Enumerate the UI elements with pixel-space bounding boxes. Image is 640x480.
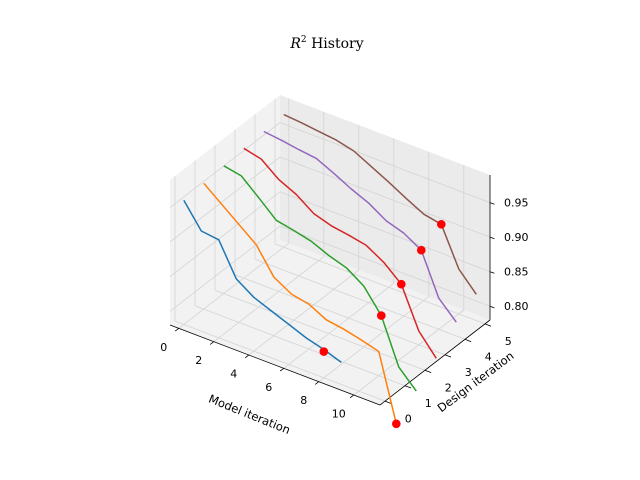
series-line-design-2 <box>223 165 417 392</box>
y-tick-label: 2 <box>445 382 452 395</box>
y-tick-label: 1 <box>425 397 432 410</box>
y-tick-mark <box>424 369 432 373</box>
y-tick-mark <box>444 354 452 358</box>
series-markers <box>319 220 446 429</box>
grid-line-z-left <box>169 156 281 243</box>
grid-line-z-back <box>279 225 491 307</box>
y-axis-line <box>379 319 491 406</box>
series-lines <box>183 113 477 424</box>
series-marker-design-4 <box>416 245 426 255</box>
chart-title-superscript: 2 <box>301 35 307 45</box>
tick-marks <box>174 202 495 404</box>
x-tick-label: 10 <box>332 408 346 421</box>
grid-line-y-floor <box>234 274 446 356</box>
y-tick-label: 3 <box>465 366 472 379</box>
grid-line-x-floor <box>213 256 325 343</box>
x-axis-line <box>169 324 381 406</box>
series-line-design-4 <box>263 130 457 323</box>
y-tick-label: 5 <box>505 335 512 348</box>
grid-line-y-floor <box>174 320 386 402</box>
x-tick-mark <box>279 367 285 372</box>
grid-line-z-back <box>279 122 491 203</box>
grid-line-x-floor <box>248 269 360 356</box>
y-tick-mark <box>484 323 492 327</box>
grid-line-z-left <box>169 191 281 278</box>
series-marker-design-5 <box>436 220 446 229</box>
x-tick-label: 6 <box>265 381 272 394</box>
axis-lines <box>169 175 491 406</box>
y-tick-label: 0 <box>405 413 412 426</box>
z-tick-label: 0.90 <box>504 231 529 244</box>
x-tick-mark <box>314 381 320 385</box>
grid-line-z-back <box>279 156 491 238</box>
y-tick-mark <box>404 385 412 389</box>
y-tick-label: 4 <box>485 351 492 364</box>
grid-line-x-floor <box>178 242 290 329</box>
x-tick-label: 8 <box>300 394 307 407</box>
z-tick-label: 0.80 <box>504 300 529 313</box>
grid-line-y-floor <box>274 243 486 325</box>
series-line-design-5 <box>283 113 477 295</box>
grid-line-y-floor <box>254 258 466 340</box>
grid-line-z-left <box>169 122 281 208</box>
grid-lines <box>169 98 491 402</box>
z-tick-label: 0.85 <box>504 266 529 279</box>
z-tick-label: 0.95 <box>504 197 529 210</box>
grid-line-x-floor <box>318 296 430 383</box>
z-tick-mark <box>489 202 495 205</box>
x-tick-mark <box>349 394 355 399</box>
z-tick-mark <box>489 236 495 240</box>
grid-line-z-left <box>169 225 281 312</box>
x-tick-label: 0 <box>160 341 167 354</box>
series-marker-design-0 <box>319 347 329 356</box>
chart-title: R2 History <box>289 35 363 52</box>
left-wall-pane <box>170 95 280 325</box>
x-tick-mark <box>209 341 215 345</box>
y-tick-mark <box>384 400 392 404</box>
back-wall-pane <box>280 95 490 320</box>
x-tick-mark <box>174 327 180 332</box>
y-tick-mark <box>464 338 472 343</box>
x-tick-mark <box>244 354 250 359</box>
series-marker-design-3 <box>396 279 406 289</box>
series-marker-design-1 <box>391 419 401 429</box>
grid-line-y-floor <box>214 289 426 371</box>
series-line-design-0 <box>183 199 342 364</box>
z-tick-mark <box>489 271 495 274</box>
series-marker-design-2 <box>376 311 386 320</box>
z-tick-mark <box>489 305 495 309</box>
chart-title-rest: History <box>307 36 364 52</box>
series-line-design-1 <box>203 182 398 424</box>
grid-line-y-floor <box>194 305 406 387</box>
series-line-design-3 <box>243 147 437 359</box>
x-tick-label: 4 <box>230 368 237 381</box>
grid-line-x-floor <box>353 309 465 396</box>
chart-title-base: R <box>289 36 301 52</box>
x-tick-label: 2 <box>195 354 202 367</box>
